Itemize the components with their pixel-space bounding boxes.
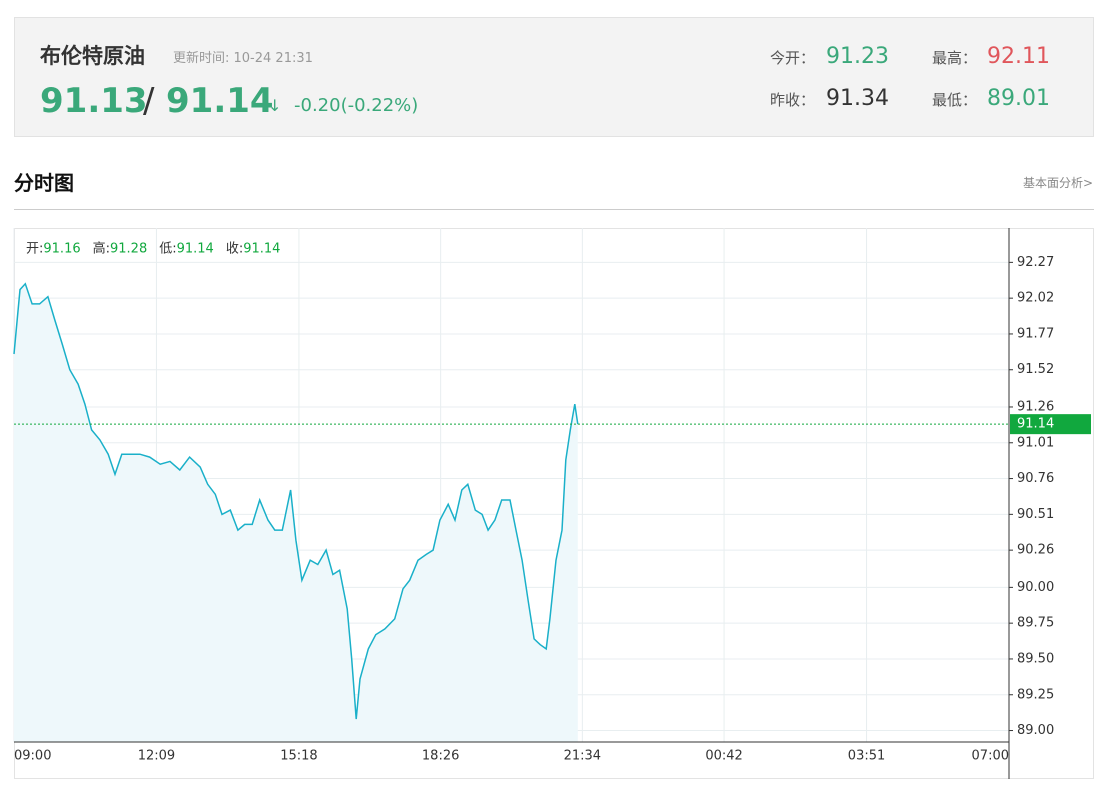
y-tick-label: 91.77	[1017, 326, 1054, 341]
x-tick-label: 12:09	[138, 749, 175, 764]
ohlc-label: 高:	[93, 241, 110, 257]
y-tick-label: 89.50	[1017, 651, 1054, 666]
stat-label: 今开：	[770, 49, 816, 67]
stat-value: 89.01	[987, 86, 1050, 111]
stat-label: 最低：	[932, 91, 978, 109]
ohlc-value: 91.16	[43, 242, 80, 257]
ohlc-label: 低:	[159, 242, 176, 257]
y-tick-label: 90.26	[1017, 543, 1054, 558]
stat-value: 91.34	[826, 86, 889, 111]
x-tick-label: 18:26	[422, 749, 459, 764]
price-line	[13, 282, 579, 720]
y-tick-label: 89.75	[1017, 616, 1054, 631]
y-tick-label: 91.26	[1017, 399, 1054, 414]
x-tick-label: 07:00	[972, 749, 1009, 764]
change: -0.20(-0.22%)	[294, 95, 419, 116]
stat-value: 92.11	[987, 44, 1050, 69]
arrow: ↓	[268, 96, 282, 115]
section-title: 分时图	[14, 171, 74, 195]
area	[14, 283, 578, 742]
ohlc-value: 91.14	[243, 242, 280, 257]
ohlc-label: 收:	[226, 242, 243, 257]
separator: /	[143, 81, 155, 121]
ohlc-value: 91.28	[110, 242, 147, 257]
y-tick-label: 89.25	[1017, 687, 1054, 702]
update-time: 更新时间: 10-24 21:31	[173, 51, 313, 66]
x-tick-label: 15:18	[280, 749, 317, 764]
ohlc-value: 91.14	[177, 242, 214, 257]
x-tick-label: 09:00	[14, 749, 51, 764]
y-tick-label: 91.52	[1017, 362, 1054, 377]
title: 布伦特原油	[40, 44, 145, 68]
analysis-link[interactable]: 基本面分析>	[1022, 176, 1093, 190]
stat-label: 昨收：	[770, 91, 816, 109]
quote-header	[14, 17, 1094, 137]
y-tick-label: 92.02	[1017, 291, 1054, 306]
stat-label: 最高：	[932, 49, 978, 67]
ohlc-label: 开:	[26, 242, 43, 257]
divider	[14, 209, 1094, 210]
y-tick-label: 90.00	[1017, 580, 1054, 595]
y-tick-label: 90.76	[1017, 471, 1054, 486]
x-tick-label: 03:51	[848, 749, 885, 764]
y-tick-label: 89.00	[1017, 723, 1054, 738]
last-price-box	[1010, 414, 1091, 435]
x-tick-label: 00:42	[705, 749, 742, 764]
last-price-label: 91.14	[1017, 417, 1054, 432]
y-tick-label: 91.01	[1017, 435, 1054, 450]
y-tick-label: 90.51	[1017, 507, 1054, 522]
x-tick-label: 21:34	[564, 749, 601, 764]
stat-value: 91.23	[826, 44, 889, 69]
ask: 91.14	[166, 81, 274, 121]
bid: 91.13	[40, 81, 148, 121]
y-tick-label: 92.27	[1017, 255, 1054, 270]
